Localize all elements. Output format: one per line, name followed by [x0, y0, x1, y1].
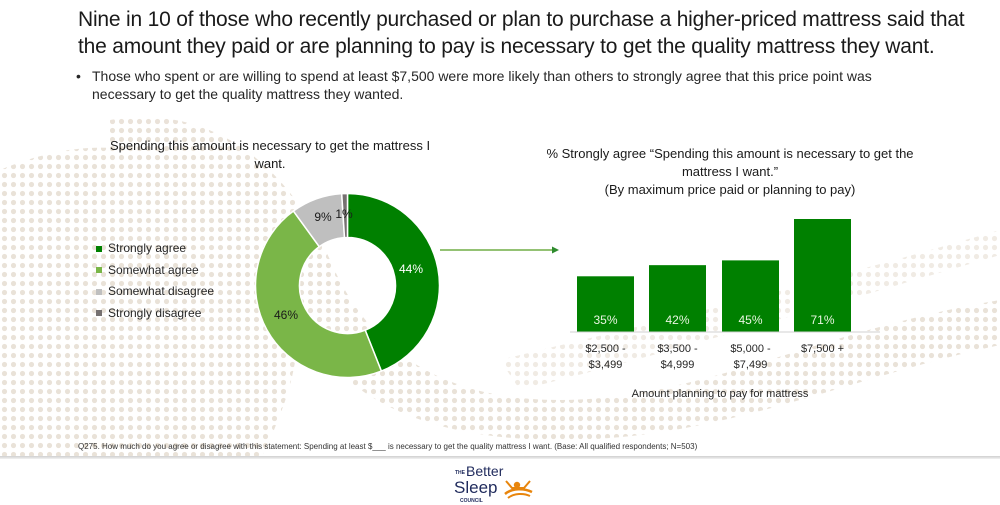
bar	[649, 265, 706, 332]
bar-value-label: 45%	[738, 313, 762, 327]
legend-item-strongly-disagree: Strongly disagree	[96, 303, 214, 325]
slice-label-strongly-disagree: 1%	[335, 207, 353, 221]
legend-swatch-icon	[96, 310, 102, 317]
legend-swatch-icon	[96, 245, 102, 252]
bar	[794, 219, 851, 332]
x-tick-label: $5,000 -	[730, 343, 771, 355]
svg-text:THE: THE	[455, 470, 466, 476]
donut-chart: 44% 46% 9% 1%	[254, 192, 441, 379]
donut-slice-strongly-agree	[346, 192, 441, 373]
bullet-point: • Those who spent or are willing to spen…	[76, 67, 896, 103]
x-tick-label: $7,500 +	[801, 343, 844, 355]
donut-legend: Strongly agree Somewhat agree Somewhat d…	[96, 238, 214, 324]
bar	[722, 260, 779, 332]
sleeper-icon	[504, 480, 533, 499]
footnote: Q275. How much do you agree or disagree …	[78, 442, 698, 451]
better-sleep-council-logo: THE Better Sleep COUNCIL	[454, 463, 533, 504]
bar-chart: 35% $2,500 - $3,499 42% $3,500 - $4,999 45% $5,…	[570, 219, 880, 371]
x-tick-label: $3,499	[589, 359, 623, 371]
x-tick-label: $7,499	[734, 359, 768, 371]
svg-text:Sleep: Sleep	[454, 478, 497, 497]
donut-chart-title: Spending this amount is necessary to get…	[109, 138, 431, 171]
bar-value-label: 42%	[665, 313, 689, 327]
donut-slice-somewhat-agree	[254, 210, 383, 379]
bar-chart-title: % Strongly agree “Spending this amount i…	[546, 146, 914, 197]
legend-item-somewhat-agree: Somewhat agree	[96, 260, 214, 282]
bar-value-label: 71%	[810, 313, 834, 327]
donut-slice-strongly-disagree	[340, 192, 349, 239]
slice-label-strongly-agree: 44%	[399, 262, 423, 276]
svg-text:Better: Better	[466, 463, 504, 479]
legend-swatch-icon	[96, 288, 102, 295]
bullet-icon: •	[76, 68, 81, 84]
legend-item-somewhat-disagree: Somewhat disagree	[96, 281, 214, 303]
x-tick-label: $4,999	[661, 359, 695, 371]
bullet-text: Those who spent or are willing to spend …	[92, 68, 872, 102]
page-headline: Nine in 10 of those who recently purchas…	[78, 8, 965, 58]
legend-item-strongly-agree: Strongly agree	[96, 238, 214, 260]
x-axis-title: Amount planning to pay for mattress	[631, 388, 809, 400]
slice-label-somewhat-disagree: 9%	[314, 210, 332, 224]
slice-label-somewhat-agree: 46%	[274, 308, 298, 322]
x-tick-label: $2,500 -	[585, 343, 626, 355]
svg-text:COUNCIL: COUNCIL	[460, 498, 483, 504]
legend-swatch-icon	[96, 267, 102, 274]
bar	[577, 276, 634, 332]
bar-value-label: 35%	[593, 313, 617, 327]
connector-arrow-icon	[440, 246, 559, 254]
footer-divider	[0, 456, 1000, 459]
x-tick-label: $3,500 -	[657, 343, 698, 355]
